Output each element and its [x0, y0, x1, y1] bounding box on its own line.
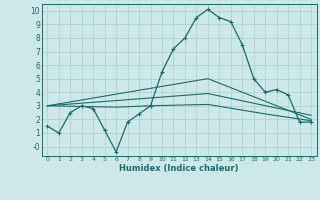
X-axis label: Humidex (Indice chaleur): Humidex (Indice chaleur): [119, 164, 239, 173]
